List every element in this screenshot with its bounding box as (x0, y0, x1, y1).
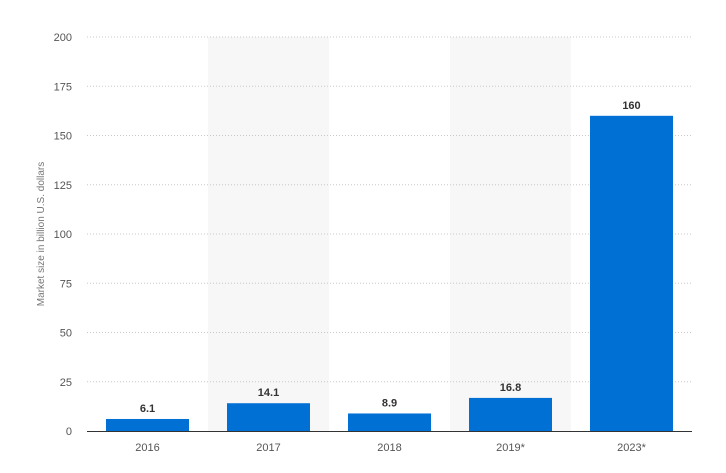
bar (469, 397, 552, 431)
y-tick-label: 175 (54, 81, 72, 93)
y-tick-label: 25 (60, 377, 72, 389)
data-labels: 6.1 14.1 8.9 16.8 160 (140, 100, 641, 415)
bar (348, 413, 431, 431)
data-label: 16.8 (500, 382, 521, 394)
y-axis-ticks: 0 25 50 75 100 125 150 175 200 (54, 32, 72, 438)
data-label: 160 (622, 100, 640, 112)
y-tick-label: 150 (54, 131, 72, 143)
x-tick-label: 2023* (617, 442, 646, 454)
data-label: 6.1 (140, 403, 155, 415)
x-tick-label: 2017 (256, 442, 280, 454)
bars (106, 115, 673, 432)
x-tick-label: 2018 (377, 442, 401, 454)
x-tick-label: 2016 (135, 442, 159, 454)
y-tick-label: 75 (60, 278, 72, 290)
bar (227, 403, 310, 431)
y-tick-label: 50 (60, 328, 72, 340)
data-label: 14.1 (258, 387, 279, 399)
y-tick-label: 0 (66, 426, 72, 438)
y-tick-label: 125 (54, 180, 72, 192)
y-axis-title: Market size in billion U.S. dollars (36, 162, 47, 307)
data-label: 8.9 (382, 397, 397, 409)
bar (590, 115, 673, 432)
x-tick-label: 2019* (496, 442, 525, 454)
y-tick-label: 100 (54, 229, 72, 241)
bar (106, 418, 189, 431)
category-band (208, 37, 329, 431)
x-axis-ticks: 2016 2017 2018 2019* 2023* (135, 442, 646, 454)
y-tick-label: 200 (54, 32, 72, 44)
